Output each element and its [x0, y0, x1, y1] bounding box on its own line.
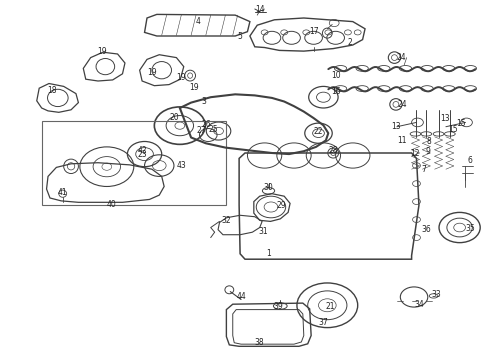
- Text: 34: 34: [414, 300, 424, 310]
- Bar: [42, 121, 226, 205]
- Text: 19: 19: [147, 68, 157, 77]
- Text: 29: 29: [277, 201, 287, 210]
- Text: 44: 44: [236, 292, 246, 301]
- Text: 43: 43: [176, 161, 186, 170]
- Text: 41: 41: [58, 188, 68, 197]
- Text: 18: 18: [47, 86, 57, 95]
- Text: 33: 33: [431, 289, 441, 299]
- Text: 13: 13: [391, 122, 401, 131]
- Text: 32: 32: [221, 216, 231, 225]
- Text: 23: 23: [137, 150, 147, 159]
- Text: 22: 22: [314, 127, 323, 136]
- Text: 26: 26: [202, 120, 212, 129]
- Text: 9: 9: [425, 147, 430, 156]
- Text: 15: 15: [456, 119, 466, 128]
- Text: 1: 1: [266, 249, 271, 258]
- Text: 25: 25: [208, 125, 218, 134]
- Text: 39: 39: [273, 302, 283, 311]
- Text: 21: 21: [325, 302, 335, 311]
- Text: 28: 28: [328, 146, 338, 155]
- Text: 35: 35: [466, 224, 475, 233]
- Text: 19: 19: [97, 47, 107, 56]
- Text: 37: 37: [318, 318, 328, 327]
- Text: 13: 13: [440, 114, 450, 123]
- Text: 38: 38: [255, 338, 265, 347]
- Text: 2: 2: [348, 38, 353, 47]
- Text: 27: 27: [196, 126, 206, 135]
- Text: 16: 16: [331, 87, 341, 96]
- Text: 11: 11: [397, 136, 407, 145]
- Text: 3: 3: [201, 97, 206, 106]
- Text: 30: 30: [264, 184, 273, 193]
- Text: 7: 7: [421, 165, 426, 174]
- Text: 20: 20: [169, 113, 179, 122]
- Text: 8: 8: [426, 137, 431, 146]
- Text: 10: 10: [331, 71, 341, 80]
- Text: 31: 31: [259, 227, 269, 236]
- Text: 17: 17: [309, 27, 318, 36]
- Text: 24: 24: [398, 100, 408, 109]
- Text: 6: 6: [468, 156, 473, 165]
- Text: 14: 14: [255, 5, 265, 14]
- Text: 36: 36: [421, 225, 431, 234]
- Text: 42: 42: [137, 146, 147, 155]
- Text: 40: 40: [107, 200, 117, 209]
- Text: 24: 24: [396, 53, 406, 62]
- Text: 15: 15: [448, 125, 458, 134]
- Text: 12: 12: [410, 149, 420, 158]
- Text: 19: 19: [176, 73, 186, 82]
- Text: 4: 4: [196, 17, 201, 26]
- Text: 5: 5: [238, 32, 243, 41]
- Text: 19: 19: [189, 83, 198, 92]
